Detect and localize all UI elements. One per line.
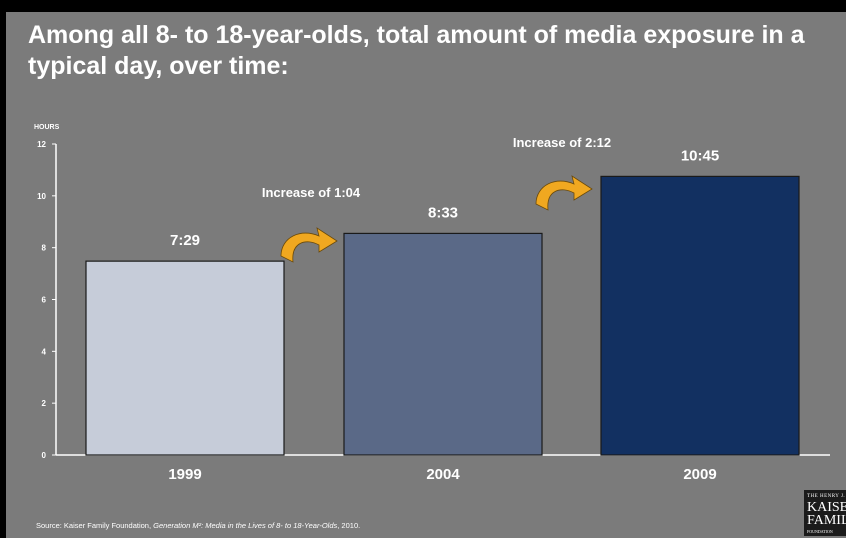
annotation-label-2: Increase of 2:12: [513, 135, 611, 150]
y-axis-label: HOURS: [34, 124, 60, 131]
x-tick-label-2004: 2004: [426, 466, 460, 483]
y-tick-label: 6: [42, 296, 47, 305]
y-tick-label: 12: [37, 140, 46, 149]
annotations: Increase of 1:04 Increase of 2:12: [262, 135, 611, 263]
logo-line-1: THE HENRY J.: [807, 494, 846, 499]
logo-line-3: FAMILY: [807, 513, 846, 528]
curved-arrow-icon: [280, 227, 338, 263]
annotation-label-1: Increase of 1:04: [262, 185, 361, 200]
curved-arrow-icon: [535, 175, 593, 211]
y-tick-label: 8: [42, 244, 47, 253]
y-tick-label: 2: [42, 399, 47, 408]
logo-line-4: FOUNDATION: [807, 529, 833, 534]
bars: [85, 175, 800, 456]
source-prefix: Source: Kaiser Family Foundation,: [36, 521, 154, 530]
bar-1999: [85, 260, 285, 456]
y-tick-label: 10: [37, 192, 46, 201]
bar-2009: [600, 175, 800, 456]
value-label-2009: 10:45: [681, 147, 719, 164]
logo-line-2: KAISER: [807, 500, 846, 515]
bar-2004: [343, 232, 543, 456]
slide: Among all 8- to 18-year-olds, total amou…: [6, 12, 846, 538]
bar-chart: HOURS 0 2 4 6 8 10 12 7:29 1999 8:33 2004 10:45 200…: [34, 124, 830, 483]
source-publication: Generation M²: Media in the Lives of 8- …: [153, 521, 338, 530]
value-label-2004: 8:33: [428, 204, 458, 221]
chart-title: Among all 8- to 18-year-olds, total amou…: [28, 21, 805, 80]
value-label-1999: 7:29: [170, 232, 200, 249]
x-tick-label-1999: 1999: [168, 466, 201, 483]
source-suffix: , 2010.: [337, 521, 361, 530]
y-ticks: 0 2 4 6 8 10 12: [37, 140, 56, 460]
labels: 7:29 1999 8:33 2004 10:45 2009: [168, 147, 719, 483]
kaiser-foundation-logo: THE HENRY J. KAISER FAMILY FOUNDATION: [804, 490, 846, 536]
y-tick-label: 0: [42, 451, 47, 460]
y-tick-label: 4: [42, 347, 47, 356]
source-note: Source: Kaiser Family Foundation, Genera…: [36, 521, 360, 530]
x-tick-label-2009: 2009: [683, 466, 716, 483]
